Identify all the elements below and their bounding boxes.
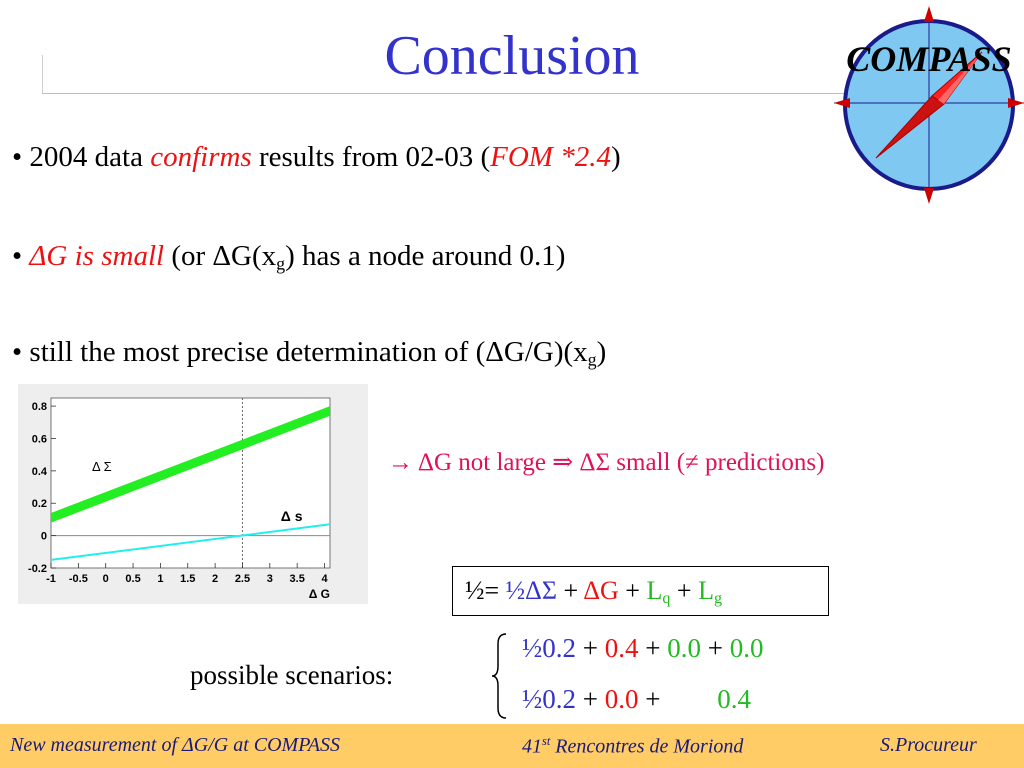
equation-lg: Lg — [698, 576, 723, 608]
west-tick-icon — [834, 98, 850, 108]
title-underline — [42, 55, 863, 94]
bullet-3: • still the most precise determination o… — [12, 335, 606, 376]
series-label: Δ s — [281, 508, 303, 524]
equation-subscript: q — [662, 590, 671, 608]
x-tick-label: 4 — [321, 573, 328, 585]
bullet-marker: • — [12, 240, 23, 272]
bullet-text: ) — [596, 336, 607, 368]
equation-plus: + — [618, 576, 647, 605]
equation-subscript: g — [713, 590, 723, 608]
scenario-plus: + — [638, 684, 668, 714]
scenario-plus: + — [576, 684, 605, 714]
x-tick-label: -0.5 — [69, 573, 88, 585]
bullet-marker: • — [12, 141, 23, 173]
scenario-value: ½0.2 — [522, 633, 576, 663]
x-axis-label: Δ G — [309, 587, 330, 601]
bullet-text: (or ΔG(x — [164, 240, 277, 272]
footer-conference: 41st Rencontres de Moriond — [522, 734, 743, 758]
footer-talk-title: New measurement of ΔG/G at COMPASS — [10, 734, 341, 756]
y-tick-label: 0.2 — [32, 498, 47, 510]
bullet-text: ) has a node around 0.1) — [285, 240, 566, 272]
south-tick-icon — [924, 188, 934, 204]
footer-conference-name: Rencontres de Moriond — [550, 735, 744, 758]
y-tick-label: 0 — [41, 531, 47, 543]
scenario-value: 0.4 — [604, 633, 639, 663]
curly-brace-icon — [491, 633, 507, 719]
footer-author: S.Procureur — [880, 734, 977, 756]
bullet-marker: • — [12, 336, 23, 368]
scenarios-label: possible scenarios: — [190, 660, 394, 690]
scenario-row-1: ½0.2 + 0.4 + 0.0 + 0.0 — [522, 633, 763, 664]
bullet-text: results from 02-03 ( — [251, 141, 491, 173]
x-tick-label: 3.5 — [290, 573, 305, 585]
footer-conference-sup: st — [542, 734, 551, 748]
bullet-emphasis: ΔG is small — [29, 240, 165, 272]
x-tick-label: 0 — [103, 573, 109, 585]
scenario-row-2: ½0.2 + 0.0 + 0.4 — [522, 684, 751, 715]
spin-sum-rule-box: ½= ½ΔΣ + ΔG + Lq + Lg — [452, 566, 829, 616]
delta-g-plot: Δ Σ Δ s -0.2 0 0.2 0.4 0.6 0.8 -1 -0.5 0 0.5 1 1.5 2 2.… — [18, 384, 368, 604]
east-tick-icon — [1008, 98, 1024, 108]
equation-plus: + — [670, 576, 699, 605]
series-line-delta-s — [50, 523, 331, 561]
scenario-value: 0.0 — [729, 633, 764, 663]
equation-delta-sigma: ½ΔΣ — [505, 576, 558, 605]
north-tick-icon — [924, 6, 934, 22]
series-band-delta-sigma — [51, 406, 330, 523]
logo-text: COMPASS — [846, 39, 1011, 79]
scenario-plus: + — [576, 633, 605, 663]
x-tick-label: 2.5 — [235, 573, 250, 585]
bullet-emphasis: FOM *2.4 — [490, 141, 611, 173]
bullet-1: • 2004 data confirms results from 02-03 … — [12, 140, 621, 174]
footer-bar: New measurement of ΔG/G at COMPASS 41st … — [0, 724, 1024, 768]
scenario-plus: + — [638, 633, 668, 663]
scenario-value: ½0.2 — [522, 684, 576, 714]
y-tick-label: 0.6 — [32, 433, 47, 445]
plot-canvas: Δ Σ Δ s -0.2 0 0.2 0.4 0.6 0.8 -1 -0.5 0 0.5 1 1.5 2 2.… — [28, 397, 331, 601]
x-tick-label: 1 — [157, 573, 163, 585]
scenario-plus: + — [700, 633, 730, 663]
footer-conference-num: 41 — [522, 735, 542, 758]
slide-title: Conclusion — [384, 25, 640, 87]
equation-delta-g: ΔG — [583, 576, 619, 605]
bullet-text: ) — [610, 141, 621, 173]
bullet-2: • ΔG is small (or ΔG(xg) has a node arou… — [12, 239, 565, 280]
x-tick-label: 1.5 — [180, 573, 195, 585]
compass-logo: COMPASS — [834, 6, 1024, 204]
series-label: Δ Σ — [92, 459, 112, 474]
y-tick-label: -0.2 — [28, 563, 47, 575]
conclusion-arrow-text: → ΔG not large ⇒ ΔΣ small (≠ predictions… — [388, 449, 825, 476]
bullet-subscript: g — [587, 349, 597, 370]
y-tick-label: 0.4 — [32, 466, 48, 478]
x-tick-label: 0.5 — [125, 573, 140, 585]
bullet-emphasis: confirms — [150, 141, 252, 173]
scenario-value: 0.0 — [604, 684, 639, 714]
equation-l: L — [698, 576, 714, 605]
x-tick-label: -1 — [46, 573, 56, 585]
equation-lq: Lq — [646, 576, 671, 608]
equation-plus: + — [557, 576, 584, 605]
scenario-value: 0.0 — [667, 633, 701, 663]
equation-l: L — [646, 576, 663, 605]
equation-lhs: ½= — [465, 576, 506, 605]
x-tick-label: 3 — [267, 573, 273, 585]
bullet-subscript: g — [276, 253, 286, 274]
scenario-value: 0.4 — [717, 684, 751, 714]
y-tick-label: 0.8 — [32, 401, 47, 413]
x-tick-label: 2 — [212, 573, 218, 585]
bullet-text: still the most precise determination of … — [29, 336, 588, 368]
bullet-text: 2004 data — [29, 141, 151, 173]
